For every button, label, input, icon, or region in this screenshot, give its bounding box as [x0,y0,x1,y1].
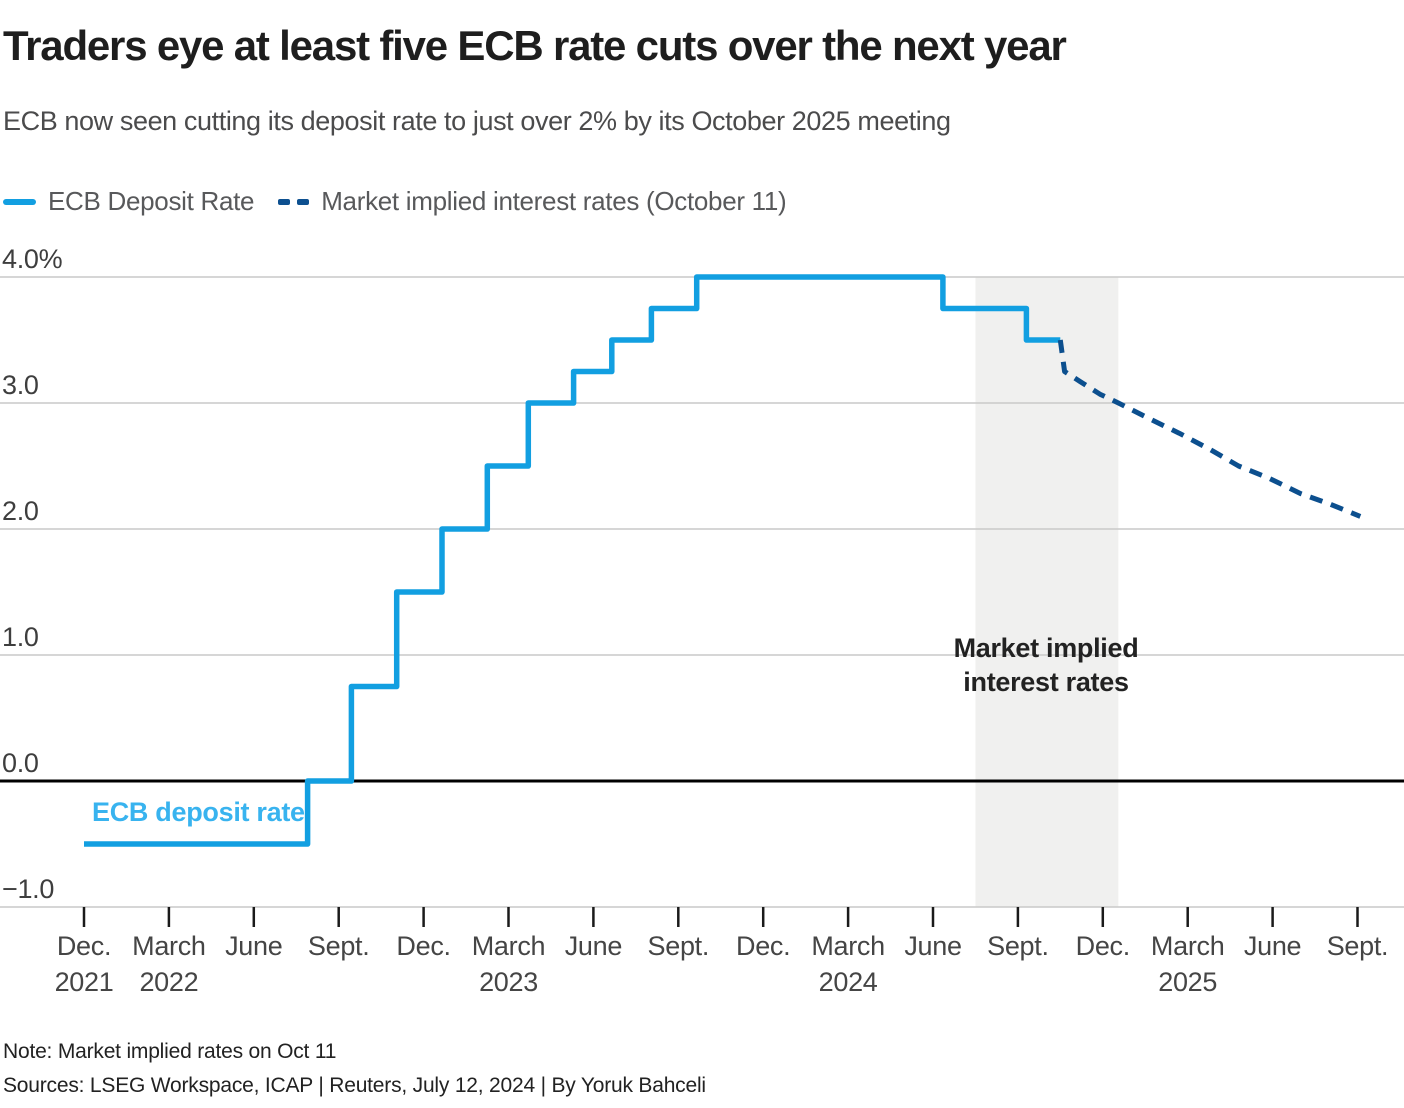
x-tick-label: March 2025 [1150,931,1225,997]
x-tick-label: March 2024 [811,931,885,997]
x-tick-label: Dec. [736,931,791,961]
x-tick-label: Dec. [396,931,451,961]
x-tick-label: March 2022 [132,931,206,997]
y-tick-label: 0.0 [2,748,39,778]
x-tick-label: Dec. 2021 [54,931,114,997]
chart-note: Note: Market implied rates on Oct 11 [3,1040,337,1063]
y-tick-label: 1.0 [2,622,39,652]
x-tick-label: June [225,931,283,961]
deposit-rate-annotation: ECB deposit rate [92,797,305,827]
chart-sources: Sources: LSEG Workspace, ICAP | Reuters,… [3,1074,706,1097]
ecb-deposit-rate-line [84,274,1061,847]
legend-label: Market implied interest rates (October 1… [321,186,787,216]
x-tick-label: June [904,931,962,961]
legend-item-ecb-deposit-rate: ECB Deposit Rate [3,186,254,217]
x-tick-label: Sept. [307,931,370,961]
y-tick-label: −1.0 [2,874,55,904]
x-tick-label: Sept. [987,931,1049,961]
y-tick-label: 3.0 [2,370,39,400]
chart-subtitle: ECB now seen cutting its deposit rate to… [3,106,951,136]
market-implied-annotation-line2: interest rates [963,667,1129,697]
market-implied-annotation: Market implied interest rates [926,631,1166,699]
x-tick-label: Sept. [1326,931,1389,961]
dashed-line-swatch-icon [278,198,310,205]
x-tick-label: June [1243,931,1302,961]
market-implied-annotation-line1: Market implied [953,633,1139,663]
x-tick-label: Dec. [1075,931,1131,961]
solid-line-swatch-icon [3,198,36,205]
page-title: Traders eye at least five ECB rate cuts … [3,22,1067,69]
market-implied-band [975,277,1119,907]
x-tick-label: March 2023 [471,931,546,997]
x-tick-label: Sept. [647,931,710,961]
y-tick-label: 4.0% [2,244,63,274]
legend: ECB Deposit Rate Market implied interest… [3,186,787,217]
legend-label: ECB Deposit Rate [48,186,255,216]
x-tick-label: June [564,931,623,961]
y-tick-label: 2.0 [2,496,39,526]
market-implied-rates-line [1057,339,1362,519]
legend-item-market-implied: Market implied interest rates (October 1… [278,186,787,217]
